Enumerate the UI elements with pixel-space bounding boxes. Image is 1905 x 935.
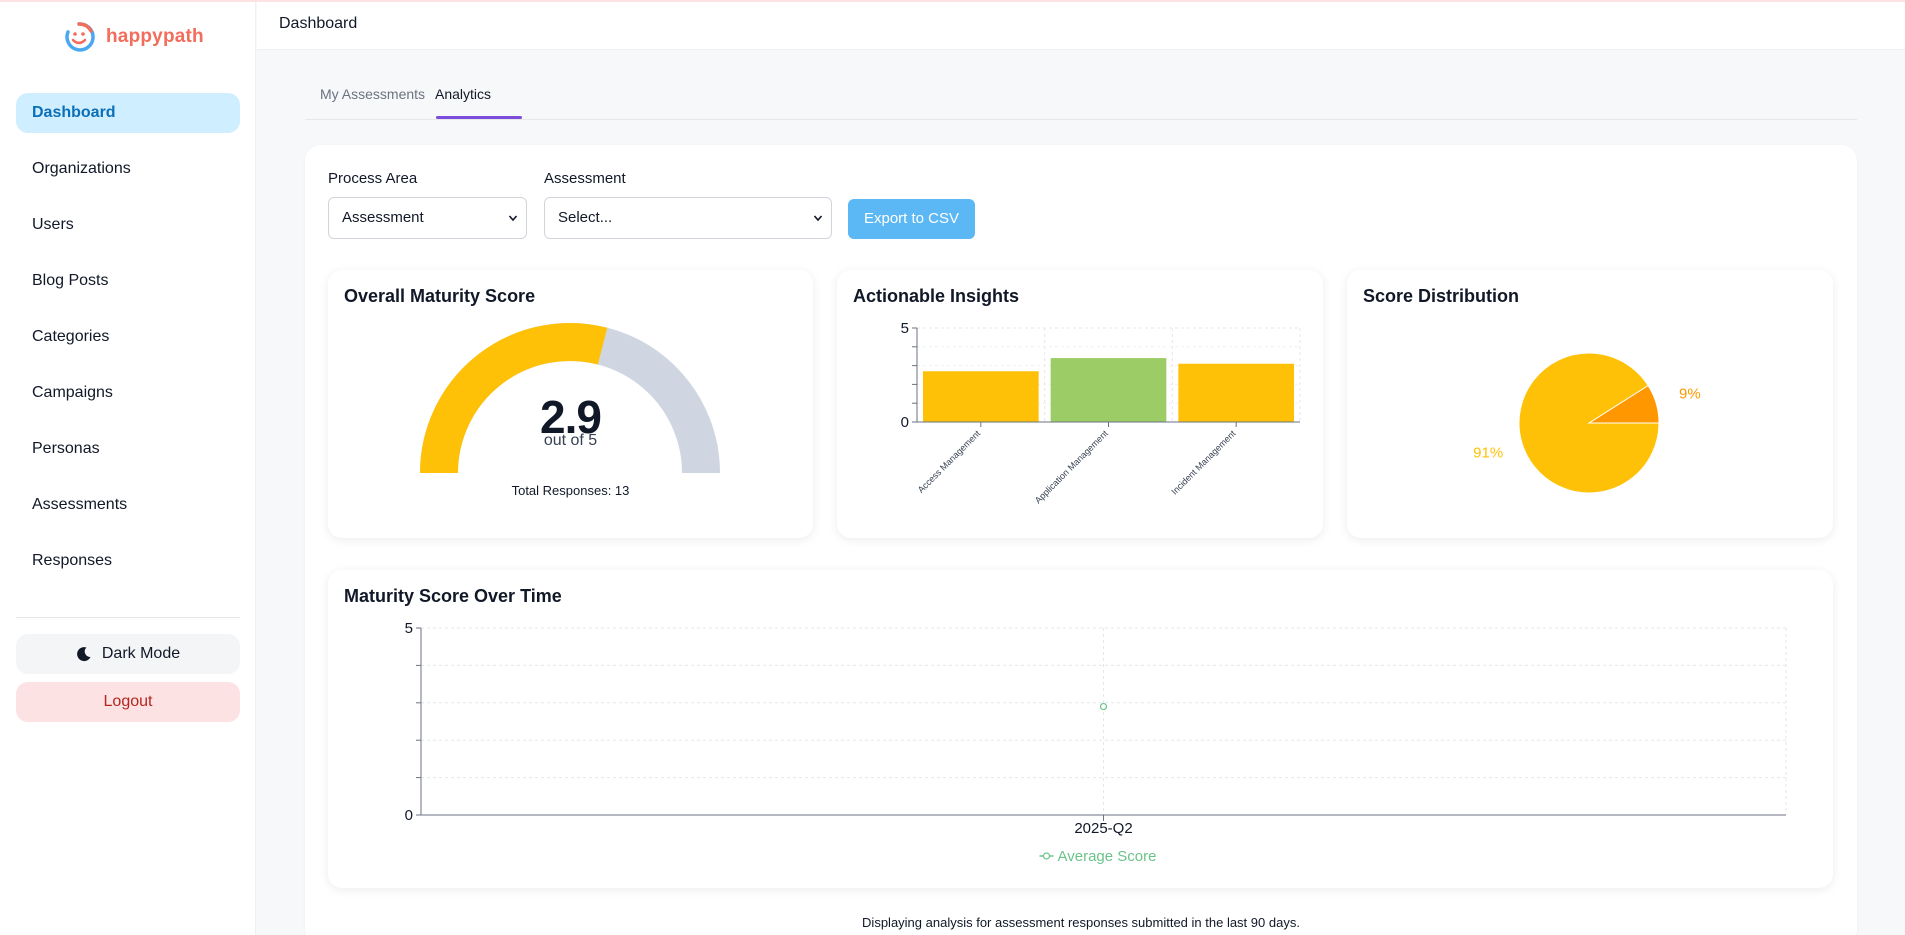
actionable-insights-title: Actionable Insights (853, 286, 1020, 306)
pie-label-1: 9% (1679, 386, 1701, 403)
sidebar-item-dashboard[interactable]: Dashboard (16, 93, 240, 133)
sidebar-item-categories[interactable]: Categories (32, 328, 110, 345)
process-area-value: Assessment (342, 209, 424, 226)
legend-label-0: Average Score (1058, 848, 1157, 865)
gauge-fill (420, 323, 608, 474)
tab-my-assessments[interactable]: My Assessments (320, 86, 426, 102)
brand-logo[interactable]: happypath (62, 20, 204, 54)
sidebar-nav: Dashboard Organizations Users Blog Posts… (16, 93, 240, 597)
brand-name: happypath (106, 26, 204, 47)
maturity-score-out-of: out of 5 (543, 432, 598, 449)
total-responses: Total Responses: 13 (511, 483, 630, 498)
score-distribution-title: Score Distribution (1363, 286, 1520, 306)
logout-button[interactable]: Logout (16, 682, 240, 722)
line-y-tick-5: 5 (405, 620, 413, 637)
bar-y-tick-0: 0 (901, 414, 909, 431)
sidebar-divider (16, 617, 240, 618)
tab-bar: My Assessments Analytics (305, 80, 1857, 120)
score-distribution-card: Score Distribution 9% 91% (1347, 270, 1833, 538)
line-y-tick-0: 0 (405, 807, 413, 824)
page-title: Dashboard (279, 15, 358, 32)
bar-y-tick-5: 5 (901, 320, 909, 337)
bar-category-label-2: Incident Management (1169, 428, 1238, 497)
dark-mode-button[interactable]: Dark Mode (16, 634, 240, 674)
sidebar-item-organizations[interactable]: Organizations (32, 160, 131, 177)
bar-0 (923, 371, 1039, 422)
bar-category-label-1: Application Management (1033, 428, 1110, 505)
sidebar-item-personas[interactable]: Personas (32, 440, 100, 457)
bar-2 (1178, 363, 1294, 422)
sidebar-item-assessments[interactable]: Assessments (32, 496, 128, 513)
line-point-0-0 (1099, 702, 1108, 711)
line-x-tick-0: 2025-Q2 (1074, 820, 1132, 837)
maturity-score-title: Overall Maturity Score (344, 286, 536, 306)
moon-icon (77, 647, 91, 662)
line-grid (416, 627, 1787, 815)
insights-bar-chart: Access Management Application Management I… (901, 320, 1301, 505)
sidebar-item-users[interactable]: Users (32, 216, 74, 233)
score-over-time-title: Maturity Score Over Time (344, 586, 562, 606)
process-area-label: Process Area (328, 170, 418, 187)
score-over-time-line-chart: 2025-Q2 0 5 Average Score (405, 620, 1787, 865)
top-accent-line (0, 0, 1905, 2)
dark-mode-label: Dark Mode (101, 645, 181, 662)
tab-analytics[interactable]: Analytics (435, 86, 492, 102)
maturity-gauge (420, 323, 720, 474)
export-csv-button[interactable]: Export to CSV (848, 199, 975, 239)
top-header: Dashboard (257, 2, 1905, 50)
bar-category-label-0: Access Management (916, 428, 983, 495)
pie-label-0: 91% (1473, 444, 1503, 461)
bar-1 (1050, 358, 1167, 422)
analysis-period-note: Displaying analysis for assessment respo… (862, 915, 1300, 930)
score-over-time-card: Maturity Score Over Time 2025-Q2 0 5 Averag… (328, 570, 1833, 888)
process-area-select[interactable]: Assessment (328, 197, 527, 239)
sidebar-item-responses[interactable]: Responses (32, 552, 113, 569)
assessment-label: Assessment (544, 170, 626, 187)
maturity-score-value: 2.9 (540, 391, 602, 443)
sidebar-item-campaigns[interactable]: Campaigns (32, 384, 113, 401)
sidebar: happypath Dashboard Organizations Users … (0, 0, 256, 935)
legend-marker (1042, 852, 1051, 860)
maturity-score-card: Overall Maturity Score 2.9 out of 5 Tota… (328, 270, 813, 538)
actionable-insights-card: Actionable Insights Access Management App… (837, 270, 1323, 538)
assessment-value: Select... (558, 209, 613, 226)
chevron-down-icon (508, 215, 518, 222)
distribution-pie-chart: 9% 91% (1473, 352, 1701, 494)
pie-slice-0 (1518, 352, 1660, 494)
sidebar-item-blog-posts[interactable]: Blog Posts (32, 272, 109, 289)
assessment-select[interactable]: Select... (544, 197, 832, 239)
smiley-logo-icon (65, 22, 95, 52)
chevron-down-icon (813, 215, 823, 222)
active-tab-indicator (436, 116, 522, 119)
